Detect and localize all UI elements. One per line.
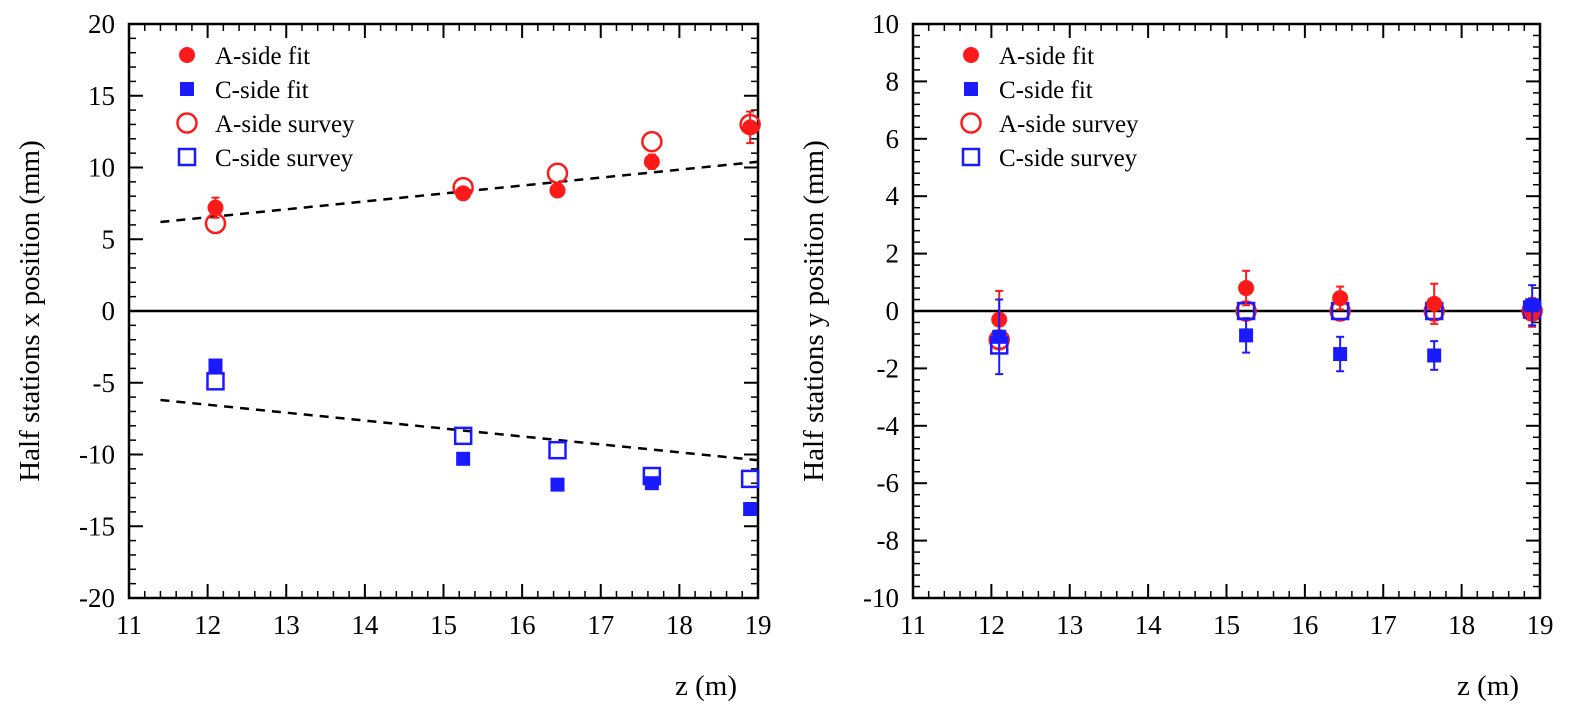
x-tick-label: 15 [430,610,457,640]
y-tick-label: 10 [872,9,899,39]
data-point [641,130,663,153]
x-tick-label: 19 [1527,610,1554,640]
data-point [206,372,225,391]
data-point [208,358,223,373]
legend-marker [176,112,198,134]
data-point [1239,328,1254,343]
legend-marker [960,112,982,134]
legend: A-side fit C-side fit A-side survey C-side … [176,43,355,172]
x-tick-label: 19 [745,610,772,640]
y-tick-label: -20 [79,583,115,613]
legend-label: C-side fit [215,77,309,104]
legend-label: C-side survey [215,145,354,172]
legend-marker [964,82,978,96]
data-point [546,162,569,184]
x-tick-label: 18 [1448,610,1475,640]
x-tick-label: 11 [116,610,142,640]
data-point [1332,290,1349,307]
y-tick-label: 10 [88,153,115,183]
legend-marker [180,82,194,96]
data-point [1525,298,1540,313]
data-point [644,476,659,491]
data-point [742,119,759,136]
legend-label: A-side survey [215,111,355,138]
legend-label: A-side fit [999,43,1094,70]
y-tick-label: -8 [877,526,900,556]
series-c-side-survey [989,300,1542,355]
y-tick-label: -2 [877,353,900,383]
y-tick-label: -4 [877,411,900,441]
y-tick-label: -5 [93,368,116,398]
legend-label: A-side fit [215,43,310,70]
data-point [1238,280,1255,297]
data-point [1426,295,1443,312]
x-tick-label: 15 [1213,610,1240,640]
data-point [643,153,660,170]
data-point [550,477,565,492]
y-tick-label: 15 [88,81,115,111]
x-tick-label: 14 [351,610,379,640]
y-tick-label: -6 [877,468,900,498]
data-point [453,426,473,446]
y-tick-label: 8 [886,66,900,96]
x-tick-label: 11 [900,610,926,640]
series-a-side-survey [988,300,1543,351]
data-point [992,329,1007,344]
x-tick-label: 16 [509,610,536,640]
y-axis-label: Half stations y position (mm) [798,140,830,482]
y-tick-label: -10 [79,440,115,470]
data-point [455,185,472,202]
legend-marker [179,47,195,63]
x-tick-label: 16 [1291,610,1318,640]
legend-label: C-side survey [999,145,1138,172]
y-tick-label: 4 [886,181,900,211]
data-point [1427,348,1442,363]
y-tick-label: 6 [886,124,900,154]
data-point [456,451,471,466]
legend-label: C-side fit [999,77,1093,104]
x-tick-label: 17 [1370,610,1397,640]
series-a-side-fit [991,269,1541,350]
y-tick-label: -15 [79,511,115,541]
y-tick-label: 20 [88,9,115,39]
x-tick-label: 17 [587,610,614,640]
legend-marker [963,47,979,63]
x-tick-label: 12 [194,610,221,640]
legend: A-side fit C-side fit A-side survey C-side … [960,43,1139,172]
data-point [740,469,760,489]
legend-label: A-side survey [999,111,1139,138]
series-c-side-fit [208,358,758,517]
y-tick-label: 0 [886,296,900,326]
y-tick-label: -10 [863,583,899,613]
x-tick-label: 13 [1056,610,1083,640]
x-tick-label: 12 [978,610,1005,640]
data-point [743,502,758,517]
x-tick-label: 18 [666,610,693,640]
y-tick-label: 2 [886,239,900,269]
data-point [548,440,567,460]
series-a-side-fit [207,110,759,219]
dashed-trend-line [160,398,759,462]
series-c-side-survey [206,372,760,489]
legend-marker [177,147,197,167]
y-tick-label: 5 [102,224,116,254]
legend-marker [961,147,981,167]
series-c-side-fit [992,284,1540,376]
x-axis-label: z (m) [1457,670,1519,702]
chart-panel-1: 11 12 13 14 15 16 17 18 19 -20 -15 -10 -5 0 5 10 15 20 z (… [14,9,772,702]
data-point [207,199,224,216]
data-point [549,182,566,199]
y-tick-label: 0 [102,296,116,326]
y-axis-label: Half stations x position (mm) [14,140,46,482]
x-tick-label: 13 [273,610,300,640]
x-tick-label: 14 [1135,610,1163,640]
x-axis-label: z (m) [675,670,737,702]
chart-panel-2: 11 12 13 14 15 16 17 18 19 -10 -8 -6 -4 -2 0 2 4 6 8 10 z (m… [798,9,1554,702]
data-point [1333,347,1348,362]
dashed-trend-line [160,160,759,224]
